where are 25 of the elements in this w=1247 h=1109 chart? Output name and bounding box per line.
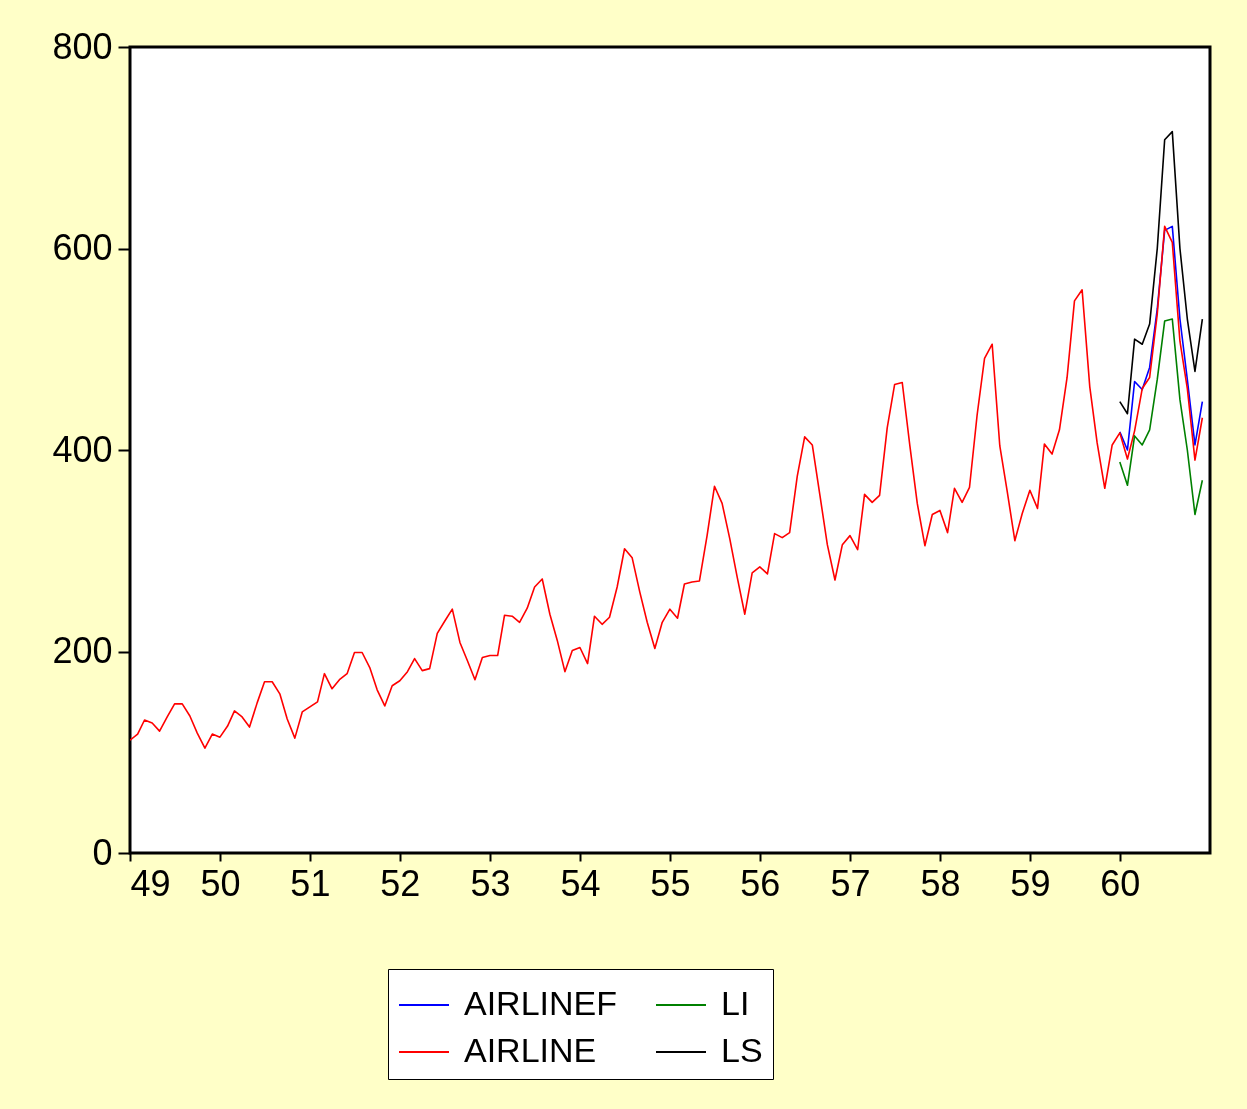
x-tick-label: 54 (560, 862, 601, 904)
legend-label: AIRLINEF (464, 984, 618, 1022)
x-tick-label: 59 (1010, 862, 1051, 904)
x-tick-label: 57 (830, 862, 871, 904)
x-tick-label: 50 (200, 862, 241, 904)
line-series (1119, 225, 1204, 451)
legend-label: AIRLINE (464, 1031, 597, 1069)
x-tick-label: 60 (1100, 862, 1141, 904)
x-tick-label: 51 (290, 862, 331, 904)
x-tick-label: 58 (920, 862, 961, 904)
y-tick-label: 600 (52, 227, 113, 268)
line-series (1119, 130, 1204, 415)
y-tick-label: 400 (52, 428, 113, 470)
line-series (1119, 318, 1204, 516)
legend-label: LI (721, 984, 750, 1022)
y-tick-label: 200 (52, 630, 113, 671)
y-tick-label: 0 (92, 831, 113, 873)
x-tick-label: 49 (130, 862, 171, 904)
x-tick-label: 56 (740, 862, 781, 904)
x-tick-label: 55 (650, 862, 691, 904)
legend-label: LS (721, 1031, 763, 1069)
x-tick-label: 53 (470, 862, 511, 904)
y-tick-label: 800 (52, 25, 113, 67)
x-tick-label: 52 (380, 862, 421, 904)
line-series (130, 225, 1204, 750)
